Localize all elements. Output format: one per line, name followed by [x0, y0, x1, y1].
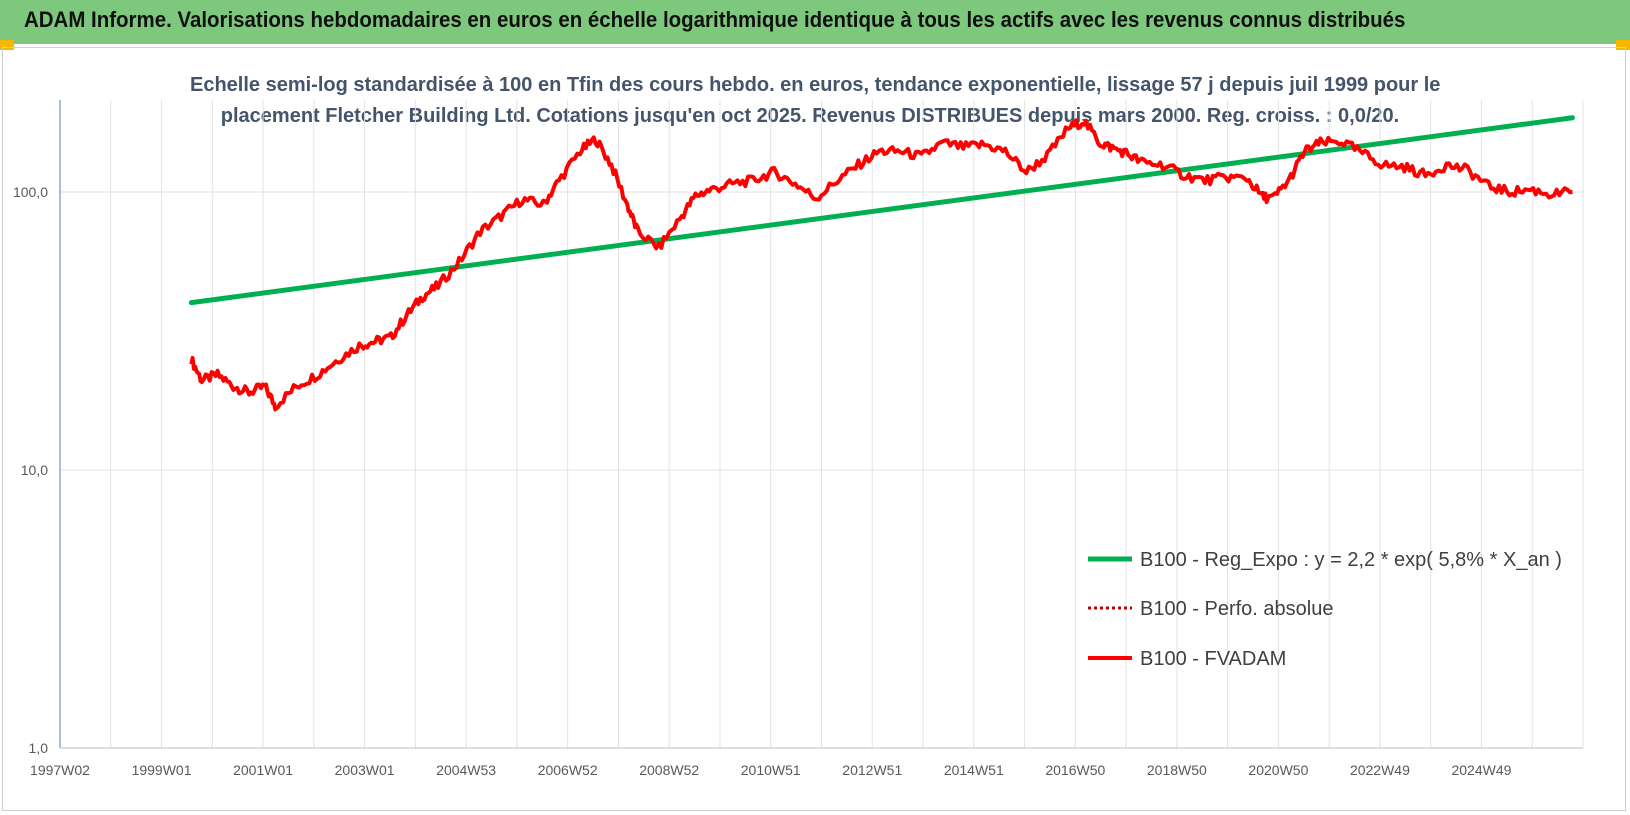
y-tick-label: 100,0 — [13, 184, 48, 200]
corner-marker-right — [1616, 40, 1630, 50]
x-tick-label: 2004W53 — [436, 762, 496, 778]
header-bar: ADAM Informe. Valorisations hebdomadaire… — [0, 0, 1630, 44]
x-tick-label: 2014W51 — [944, 762, 1004, 778]
axes: 1,0 10,0 100,0 1997W02 1999W01 2001W01 2003W01… — [13, 100, 1583, 778]
x-tick-label: 1997W02 — [30, 762, 90, 778]
x-tick-label: 2024W49 — [1451, 762, 1511, 778]
chart-title-line-1: Echelle semi-log standardisée à 100 en T… — [190, 74, 1441, 96]
chart-frame — [2, 47, 1626, 811]
x-tick-label: 2006W52 — [538, 762, 598, 778]
legend-label: B100 - Perfo. absolue — [1140, 598, 1333, 620]
series-lines — [188, 115, 1575, 412]
fvadam-line — [189, 118, 1573, 412]
corner-marker-left — [0, 40, 14, 50]
x-tick-label: 2008W52 — [639, 762, 699, 778]
x-tick-label: 2003W01 — [335, 762, 395, 778]
legend: B100 - Reg_Expo : y = 2,2 * exp( 5,8% * … — [1088, 549, 1562, 670]
y-tick-label: 10,0 — [21, 462, 48, 478]
x-tick-label: 2022W49 — [1350, 762, 1410, 778]
x-tick-label: 2016W50 — [1045, 762, 1105, 778]
x-tick-label: 2012W51 — [842, 762, 902, 778]
y-tick-label: 1,0 — [29, 740, 49, 756]
page-title: ADAM Informe. Valorisations hebdomadaire… — [24, 7, 1406, 32]
grid-lines — [59, 100, 1584, 749]
legend-label: B100 - FVADAM — [1140, 648, 1286, 670]
x-tick-label: 2020W50 — [1248, 762, 1308, 778]
chart-title: Echelle semi-log standardisée à 100 en T… — [190, 70, 1441, 132]
x-tick-label: 2001W01 — [233, 762, 293, 778]
legend-label: B100 - Reg_Expo : y = 2,2 * exp( 5,8% * … — [1140, 549, 1562, 571]
x-tick-label: 2010W51 — [741, 762, 801, 778]
x-tick-label: 2018W50 — [1147, 762, 1207, 778]
x-tick-label: 1999W01 — [132, 762, 192, 778]
trend-line — [188, 115, 1575, 306]
chart-title-line-2: placement Fletcher Building Ltd. Cotatio… — [220, 105, 1400, 127]
